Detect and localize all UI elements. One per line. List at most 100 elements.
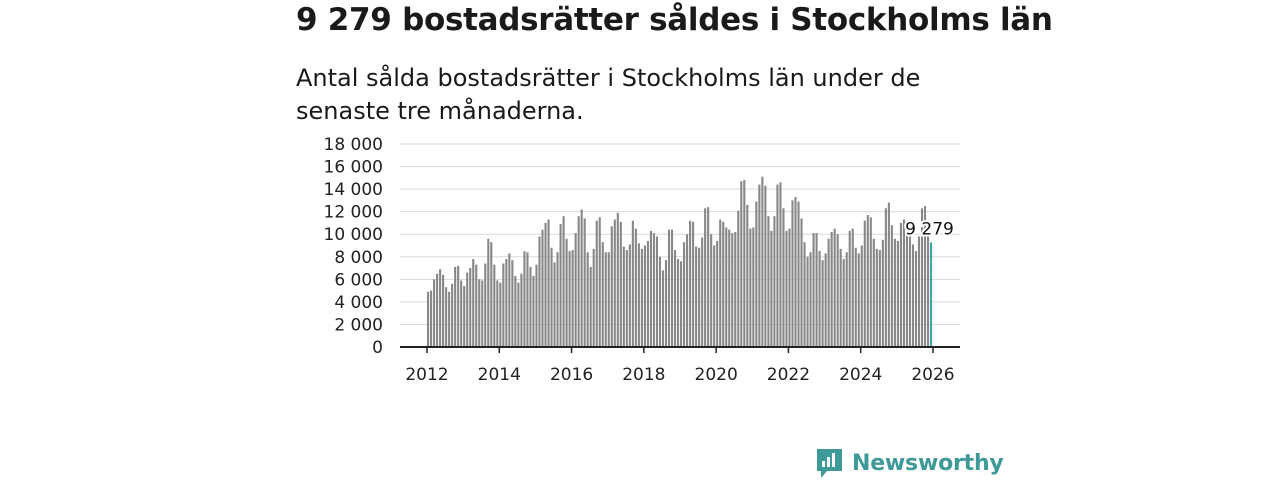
- bar: [818, 251, 821, 347]
- bar: [836, 234, 839, 347]
- bar: [893, 238, 896, 347]
- bar: [719, 219, 722, 347]
- bar: [457, 265, 460, 347]
- bar: [872, 238, 875, 347]
- bar: [628, 244, 631, 347]
- bar: [827, 238, 830, 347]
- bar: [580, 209, 583, 347]
- y-tick-label: 2 000: [334, 315, 383, 335]
- bar: [728, 229, 731, 347]
- bar: [493, 264, 496, 347]
- bar: [905, 220, 909, 347]
- bar: [574, 233, 577, 347]
- bar: [680, 261, 683, 347]
- bar: [541, 229, 544, 347]
- bar: [863, 220, 866, 347]
- bar: [505, 259, 508, 347]
- bar: [902, 219, 905, 347]
- bar: [427, 291, 430, 347]
- bar: [667, 229, 671, 347]
- bar: [583, 218, 586, 347]
- bar: [830, 231, 833, 347]
- bar: [851, 228, 854, 347]
- bar: [508, 253, 511, 347]
- bar: [800, 218, 803, 347]
- bar: [692, 221, 695, 347]
- bar: [460, 280, 463, 347]
- y-tick-label: 4 000: [334, 293, 383, 313]
- bar: [445, 287, 448, 347]
- bar: [517, 282, 520, 347]
- x-tick-label: 2012: [405, 365, 448, 385]
- bar: [695, 246, 698, 347]
- bar: [746, 204, 749, 347]
- bar: [848, 230, 851, 347]
- bar: [643, 245, 646, 347]
- bar: [710, 234, 713, 347]
- y-tick-label: 12 000: [324, 203, 383, 223]
- bar: [899, 222, 902, 347]
- bar: [857, 253, 860, 347]
- bar: [686, 234, 689, 347]
- bar: [592, 248, 595, 347]
- bar: [481, 280, 484, 347]
- bar: [809, 252, 812, 347]
- bar: [514, 275, 517, 347]
- bar: [878, 250, 881, 347]
- bar: [478, 279, 481, 347]
- bar: [433, 279, 436, 347]
- bar: [689, 220, 692, 347]
- annotations: 9 279: [903, 217, 956, 241]
- bar: [752, 227, 755, 347]
- bar: [490, 242, 493, 347]
- x-axis-tick-labels: 2012 2014 2016 2018 2020 2022 2024 2026: [405, 365, 954, 385]
- bar: [743, 180, 746, 347]
- bar: [797, 201, 800, 347]
- bar: [866, 215, 869, 347]
- bar: [544, 222, 547, 347]
- bar: [673, 250, 677, 347]
- bar: [499, 282, 502, 347]
- bar: [926, 234, 930, 347]
- bar: [652, 233, 656, 347]
- bar: [676, 259, 680, 347]
- bar: [737, 210, 740, 347]
- bar: [430, 290, 433, 347]
- bar-latest: [929, 242, 933, 347]
- bar: [860, 245, 863, 347]
- newsworthy-logo[interactable]: Newsworthy: [815, 447, 1004, 479]
- bar: [598, 217, 601, 347]
- bar: [529, 266, 532, 347]
- newsworthy-chart-icon: [817, 449, 842, 478]
- bar: [646, 240, 649, 347]
- bar: [788, 228, 791, 347]
- bar: [607, 252, 610, 347]
- bar: [791, 200, 794, 347]
- bar: [613, 219, 616, 347]
- bar: [740, 181, 743, 347]
- bar: [764, 185, 767, 347]
- bar: [731, 233, 734, 347]
- bar: [475, 264, 478, 347]
- bar: [824, 253, 827, 347]
- bar: [616, 212, 619, 347]
- bar: [502, 263, 505, 347]
- x-tick-label: 2016: [550, 365, 593, 385]
- x-tick-label: 2026: [911, 365, 954, 385]
- bar: [704, 208, 707, 347]
- bar: [532, 275, 535, 347]
- y-tick-label: 10 000: [324, 225, 383, 245]
- bar: [538, 236, 541, 347]
- bar: [914, 251, 918, 347]
- bar: [670, 229, 674, 347]
- bar: [568, 251, 571, 347]
- bar: [511, 260, 514, 347]
- brand-name: Newsworthy: [852, 450, 1004, 476]
- x-tick-label: 2020: [695, 365, 738, 385]
- x-axis-ticks: [426, 347, 934, 353]
- bar: [770, 230, 773, 347]
- bar: [550, 247, 553, 347]
- bar: [604, 252, 607, 347]
- bar: [767, 216, 770, 347]
- bar: [436, 273, 439, 347]
